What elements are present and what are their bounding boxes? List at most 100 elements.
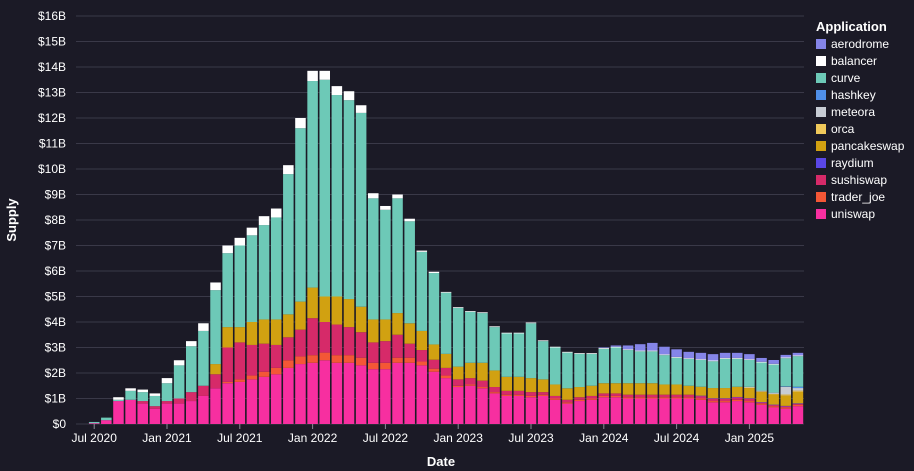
- bar-segment-curve: [659, 355, 670, 385]
- bar-segment-trader_joe: [270, 367, 282, 375]
- bar-segment-sushiswap: [137, 401, 148, 404]
- bar-segment-uniswap: [683, 398, 694, 424]
- bar-segment-trader_joe: [331, 355, 343, 363]
- bar-segment-aerodrome: [732, 352, 743, 358]
- bar-segment-balancer: [270, 208, 282, 218]
- bar-segment-trader_joe: [513, 394, 525, 396]
- bar-segment-uniswap: [198, 395, 209, 424]
- bar-segment-sushiswap: [234, 342, 246, 380]
- bar-segment-uniswap: [258, 376, 270, 424]
- legend-swatch-trader_joe: [816, 192, 826, 202]
- bar-segment-aerodrome: [647, 342, 658, 351]
- bar-segment-pancakeswap: [513, 376, 525, 391]
- bar-segment-sushiswap: [610, 393, 622, 396]
- bar-segment-balancer: [283, 165, 294, 175]
- bar-segment-balancer: [319, 70, 330, 80]
- bar-segment-uniswap: [465, 385, 476, 424]
- bar-segment-raydium: [780, 405, 792, 407]
- bar-segment-pancakeswap: [477, 362, 488, 381]
- bar-segment-uniswap: [404, 362, 415, 424]
- bar-segment-trader_joe: [586, 398, 597, 400]
- bar-segment-balancer: [331, 86, 343, 96]
- bar-segment-uniswap: [647, 398, 658, 424]
- legend-swatch-meteora: [816, 107, 826, 117]
- legend-swatch-balancer: [816, 56, 826, 66]
- bar-segment-trader_joe: [647, 397, 658, 399]
- bar-segment-sushiswap: [452, 379, 464, 386]
- bar-segment-sushiswap: [307, 318, 318, 356]
- legend-label-curve: curve: [831, 71, 861, 85]
- bar-segment-curve: [392, 198, 403, 314]
- y-tick-label: $10B: [38, 162, 66, 176]
- bar-segment-pancakeswap: [780, 395, 792, 406]
- bar-segment-raydium: [707, 398, 719, 399]
- bar-segment-curve: [622, 350, 634, 384]
- bar-segment-pancakeswap: [368, 319, 379, 343]
- bar-segment-uniswap: [392, 362, 403, 424]
- bar-segment-pancakeswap: [671, 384, 682, 395]
- bar-segment-balancer: [198, 323, 209, 331]
- bar-segment-sushiswap: [186, 392, 197, 402]
- y-tick-label: $5B: [45, 290, 66, 304]
- bar-segment-curve: [161, 383, 173, 402]
- bar-segment-curve: [307, 81, 318, 288]
- bar-segment-sushiswap: [513, 390, 525, 395]
- bar-segment-pancakeswap: [380, 319, 391, 342]
- bar-segment-pancakeswap: [647, 383, 658, 395]
- y-tick-label: $9B: [45, 188, 66, 202]
- bar-segment-balancer: [465, 311, 476, 312]
- bar-segment-curve: [647, 351, 658, 384]
- bar-segment-aerodrome: [610, 345, 622, 347]
- bar-segment-trader_joe: [465, 384, 476, 386]
- bar-segment-curve: [501, 333, 512, 377]
- bar-segment-sushiswap: [368, 342, 379, 363]
- bar-segment-orca: [756, 391, 767, 392]
- bar-segment-uniswap: [744, 402, 755, 424]
- bar-segment-pancakeswap: [634, 383, 646, 395]
- bar-segment-sushiswap: [355, 332, 367, 358]
- bar-segment-trader_joe: [792, 404, 804, 407]
- bar-segment-curve: [634, 351, 646, 384]
- bar-segment-uniswap: [113, 401, 124, 424]
- bar-segment-pancakeswap: [452, 366, 464, 380]
- bar-segment-pancakeswap: [586, 385, 597, 396]
- bar-segment-trader_joe: [380, 362, 391, 370]
- legend: Application aerodrome balancer curve hashke…: [816, 19, 905, 221]
- bar-segment-pancakeswap: [222, 327, 233, 348]
- bar-segment-balancer: [525, 322, 537, 324]
- bar-segment-balancer: [258, 216, 270, 226]
- bar-segment-curve: [210, 290, 221, 365]
- bar-segment-sushiswap: [477, 380, 488, 388]
- bar-segment-sushiswap: [732, 397, 743, 400]
- bar-segment-pancakeswap: [295, 301, 306, 330]
- y-tick-label: $7B: [45, 239, 66, 253]
- bar-segment-sushiswap: [210, 374, 221, 389]
- bar-segment-pancakeswap: [574, 387, 585, 398]
- bar-segment-balancer: [452, 307, 464, 308]
- bar-segment-pancakeswap: [465, 362, 476, 379]
- bar-segment-curve: [101, 417, 112, 421]
- bar-segment-curve: [404, 221, 415, 324]
- bar-segment-aerodrome: [744, 354, 755, 360]
- bar-segment-curve: [756, 362, 767, 391]
- bar-segment-trader_joe: [683, 397, 694, 399]
- bar-segment-uniswap: [101, 420, 112, 424]
- bar-segment-uniswap: [598, 397, 610, 424]
- bar-segment-pancakeswap: [392, 313, 403, 335]
- bar-segment-sushiswap: [756, 402, 767, 404]
- bar-segment-balancer: [234, 237, 246, 246]
- bar-segment-trader_joe: [719, 401, 731, 403]
- y-axis-title: Supply: [4, 198, 19, 242]
- bar-segment-raydium: [732, 396, 743, 398]
- bar-segment-curve: [695, 359, 707, 387]
- bar-segment-meteora: [744, 386, 755, 388]
- bar-segment-trader_joe: [392, 357, 403, 363]
- bar-segment-balancer: [695, 359, 707, 360]
- bar-segment-uniswap: [295, 364, 306, 424]
- bar-segment-orca: [744, 387, 755, 389]
- bar-segment-meteora: [768, 392, 779, 394]
- bar-segment-uniswap: [719, 402, 731, 424]
- bar-segment-curve: [186, 346, 197, 393]
- bar-segment-curve: [283, 174, 294, 315]
- bar-segment-balancer: [416, 250, 428, 252]
